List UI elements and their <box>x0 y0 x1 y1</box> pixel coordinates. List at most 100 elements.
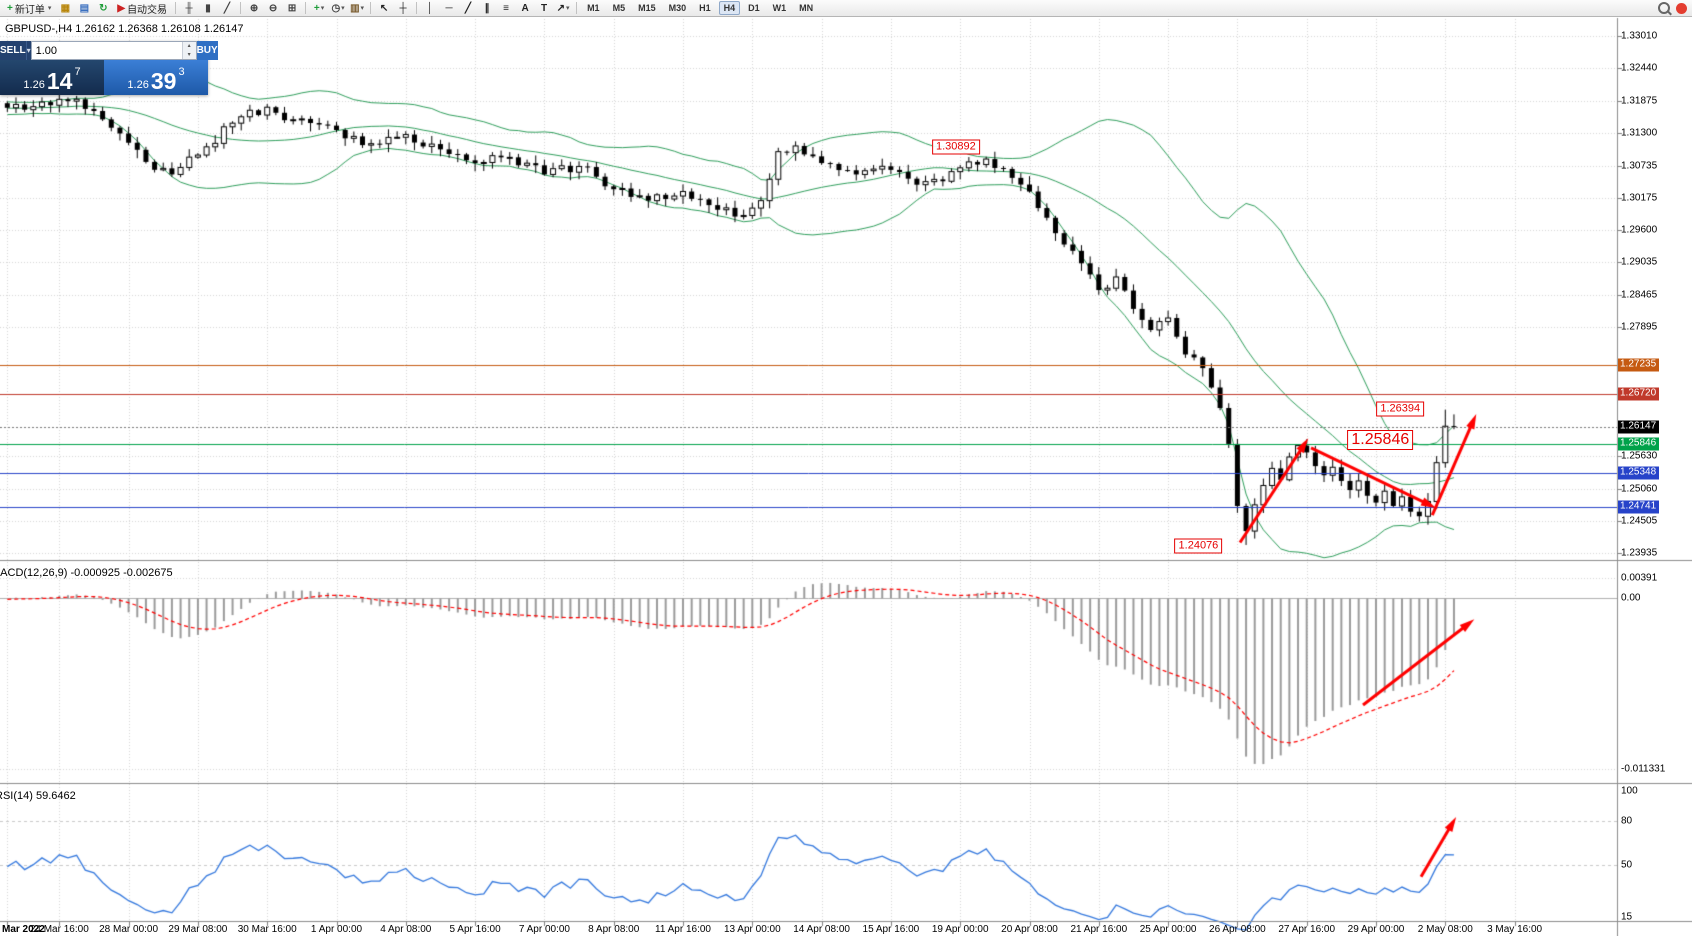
line-chart-type-icon-glyph: ╱ <box>224 2 231 14</box>
caret-down-icon: ▾ <box>566 5 570 12</box>
indicators-add-icon-glyph: + <box>313 2 320 14</box>
tile-windows-icon[interactable]: ⊞ <box>283 0 301 16</box>
text-icon[interactable]: A <box>516 0 534 16</box>
volume-spinner: ▴ ▾ <box>181 42 196 59</box>
charts-window-icon[interactable]: ▦ <box>56 0 74 16</box>
arrows-tool-icon-glyph: ↗ <box>556 2 565 14</box>
trendline-icon[interactable]: ╱ <box>459 0 477 16</box>
periods-icon-glyph: ◷ <box>331 2 341 14</box>
label-icon[interactable]: T <box>535 0 553 16</box>
volume-decrease-button[interactable]: ▾ <box>182 50 196 59</box>
toolbar-separator <box>416 2 418 14</box>
zoom-in-icon-glyph: ⊕ <box>249 2 259 14</box>
buy-price-sup: 3 <box>178 66 185 78</box>
vertical-line-icon-glyph: │ <box>426 2 434 14</box>
toolbar-separator <box>370 2 372 14</box>
fibonacci-icon[interactable]: ≡ <box>497 0 515 16</box>
macd-indicator-label: MACD(12,26,9) -0.000925 -0.002675 <box>0 567 173 579</box>
horizontal-line-icon-glyph: ─ <box>445 2 453 14</box>
tile-windows-icon-glyph: ⊞ <box>287 2 297 14</box>
timeframe-button-mn[interactable]: MN <box>799 3 814 13</box>
channel-icon-glyph: ∥ <box>484 2 490 14</box>
profiles-icon[interactable]: ▤ <box>75 0 93 16</box>
periods-icon[interactable]: ◷ ▾ <box>329 0 347 16</box>
volume-field: ▴ ▾ <box>30 41 197 60</box>
timeframe-button-m30[interactable]: M30 <box>668 3 687 13</box>
trendline-icon-glyph: ╱ <box>465 2 472 14</box>
new-order-button-label: 新订单 <box>14 4 45 16</box>
auto-trading-button[interactable]: ▶ 自动交易 <box>113 0 171 16</box>
trade-panel-price-row: 1.26 14 7 1.26 39 3 <box>0 60 208 95</box>
chart-ohlc-readout: GBPUSD-,H4 1.26162 1.26368 1.26108 1.261… <box>5 23 244 35</box>
rsi-indicator-label: RSI(14) 59.6462 <box>0 790 76 802</box>
timeframe-button-m1[interactable]: M1 <box>587 3 600 13</box>
notification-badge[interactable] <box>1676 2 1687 14</box>
sell-price-main: 14 <box>46 68 73 94</box>
auto-trading-button-label: 自动交易 <box>127 4 168 16</box>
crosshair-icon[interactable]: ┼ <box>394 0 412 16</box>
caret-down-icon: ▾ <box>341 5 345 12</box>
text-icon-glyph: A <box>521 2 529 14</box>
search-icon[interactable] <box>1658 2 1670 14</box>
new-order-button[interactable]: + 新订单 ▾ <box>3 0 55 16</box>
timeframe-button-d1[interactable]: D1 <box>748 3 760 13</box>
volume-increase-button[interactable]: ▴ <box>182 42 196 51</box>
order-type-dropdown[interactable]: ▾ <box>25 41 31 60</box>
line-chart-type-icon[interactable]: ╱ <box>218 0 236 16</box>
volume-input[interactable] <box>31 42 182 59</box>
indicators-add-icon[interactable]: + ▾ <box>310 0 328 16</box>
fibonacci-icon-glyph: ≡ <box>503 2 509 14</box>
sell-price-prefix: 1.26 <box>23 79 45 91</box>
label-icon-glyph: T <box>541 2 548 14</box>
templates-icon-glyph: ▥ <box>350 2 360 14</box>
cursor-icon[interactable]: ↖ <box>375 0 393 16</box>
sell-button[interactable]: SELL <box>0 41 26 60</box>
timeframe-button-h4[interactable]: H4 <box>718 1 741 15</box>
toolbar-separator <box>305 2 307 14</box>
candlestick-type-icon[interactable]: ▮ <box>199 0 217 16</box>
arrows-tool-icon[interactable]: ↗ ▾ <box>554 0 572 16</box>
cursor-icon-glyph: ↖ <box>379 2 389 14</box>
timeframe-button-m5[interactable]: M5 <box>612 3 626 13</box>
caret-down-icon: ▾ <box>320 5 325 12</box>
toolbar-separator <box>240 2 242 14</box>
timeframe-button-m15[interactable]: M15 <box>638 3 656 13</box>
toolbar-separator <box>175 2 177 14</box>
buy-button[interactable]: BUY <box>196 41 218 60</box>
charts-window-icon-glyph: ▦ <box>60 2 71 14</box>
buy-price-prefix: 1.26 <box>127 79 149 91</box>
toolbar: + 新订单 ▾ ▦ ▤ ↻ ▶ 自动交易 ╫ ▮ ╱ ⊕ ⊖ ⊞ + ▾ ◷ ▾ ▥ ▾ ↖ ┼ │ ─ ╱ ∥ ≡ A T ↗ ▾ M1 M5… <box>0 0 1692 17</box>
vertical-line-icon[interactable]: │ <box>421 0 439 16</box>
zoom-in-icon[interactable]: ⊕ <box>245 0 263 16</box>
sell-price-button[interactable]: 1.26 14 7 <box>0 60 104 95</box>
sell-price-sup: 7 <box>74 66 81 78</box>
profiles-icon-glyph: ▤ <box>79 2 90 14</box>
buy-price-button[interactable]: 1.26 39 3 <box>104 60 208 95</box>
trade-panel-top-row: SELL ▾ ▴ ▾ BUY <box>0 41 218 60</box>
zoom-out-icon-glyph: ⊖ <box>268 2 278 14</box>
price-axis[interactable] <box>1617 17 1692 922</box>
time-axis[interactable] <box>0 922 1617 936</box>
toolbar-right-group <box>1658 2 1687 14</box>
refresh-icon-glyph: ↻ <box>99 2 108 14</box>
timeframe-button-w1[interactable]: W1 <box>772 3 787 13</box>
zoom-out-icon[interactable]: ⊖ <box>264 0 282 16</box>
new-order-button-glyph: + <box>7 2 13 14</box>
caret-down-icon: ▾ <box>47 5 52 12</box>
horizontal-line-icon[interactable]: ─ <box>440 0 458 16</box>
templates-icon[interactable]: ▥ ▾ <box>348 0 366 16</box>
caret-down-icon: ▾ <box>360 5 365 12</box>
toolbar-separator <box>576 2 578 14</box>
channel-icon[interactable]: ∥ <box>478 0 496 16</box>
buy-price-main: 39 <box>150 68 177 94</box>
crosshair-icon-glyph: ┼ <box>399 2 407 14</box>
refresh-icon[interactable]: ↻ <box>94 0 112 16</box>
bar-chart-type-icon[interactable]: ╫ <box>180 0 198 16</box>
bar-chart-type-icon-glyph: ╫ <box>185 2 193 14</box>
auto-trading-button-glyph: ▶ <box>117 2 126 14</box>
timeframe-button-h1[interactable]: H1 <box>699 3 711 13</box>
candlestick-type-icon-glyph: ▮ <box>205 2 211 14</box>
